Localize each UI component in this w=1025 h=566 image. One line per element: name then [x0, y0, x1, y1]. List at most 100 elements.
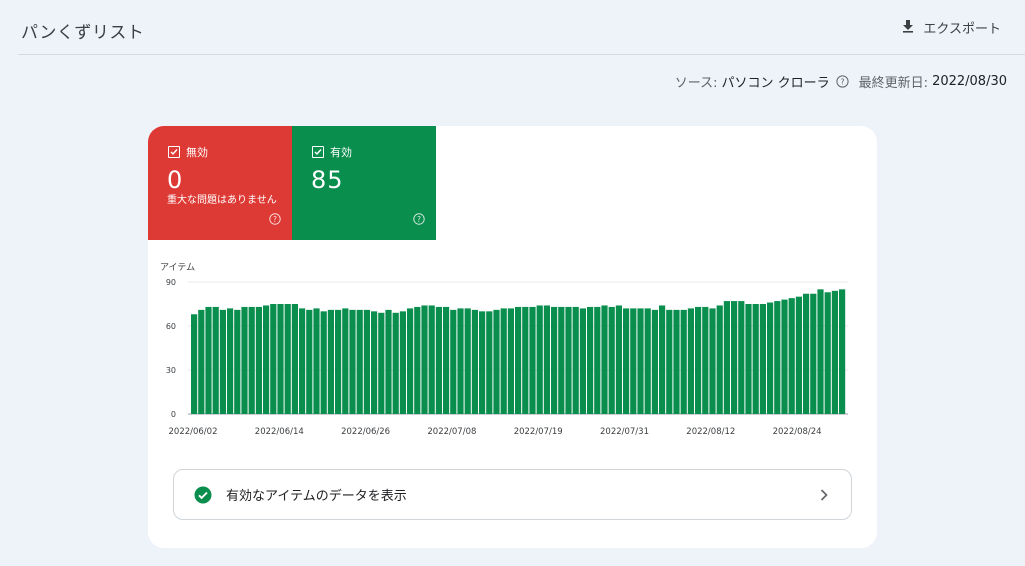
valid-tile[interactable]: 有効 85 ? — [292, 126, 436, 240]
bar[interactable] — [738, 301, 745, 414]
bar[interactable] — [572, 306, 579, 414]
bar[interactable] — [709, 308, 716, 414]
bar[interactable] — [284, 304, 291, 414]
bar[interactable] — [450, 309, 457, 414]
bar[interactable] — [198, 309, 205, 414]
bar[interactable] — [795, 296, 802, 414]
bar[interactable] — [695, 306, 702, 414]
bar[interactable] — [342, 308, 349, 414]
bar[interactable] — [291, 304, 298, 414]
bar[interactable] — [320, 311, 327, 414]
bar[interactable] — [471, 309, 478, 414]
bar[interactable] — [666, 309, 673, 414]
checkbox-icon[interactable] — [168, 146, 180, 158]
bar[interactable] — [371, 311, 378, 414]
help-icon[interactable]: ? — [413, 210, 425, 229]
view-valid-items-link[interactable]: 有効なアイテムのデータを表示 — [173, 469, 852, 520]
bar[interactable] — [234, 309, 241, 414]
bar[interactable] — [205, 306, 212, 414]
bar[interactable] — [392, 312, 399, 414]
bar[interactable] — [824, 292, 831, 414]
bar[interactable] — [831, 290, 838, 414]
bar[interactable] — [839, 289, 846, 414]
bar[interactable] — [529, 306, 536, 414]
bar[interactable] — [752, 304, 759, 414]
bar[interactable] — [623, 308, 630, 414]
bar[interactable] — [435, 306, 442, 414]
bar[interactable] — [277, 304, 284, 414]
bar[interactable] — [399, 311, 406, 414]
bar[interactable] — [414, 306, 421, 414]
bar[interactable] — [565, 306, 572, 414]
bar[interactable] — [515, 306, 522, 414]
bar[interactable] — [356, 309, 363, 414]
bar[interactable] — [227, 308, 234, 414]
bar[interactable] — [731, 301, 738, 414]
bar[interactable] — [335, 309, 342, 414]
bar[interactable] — [536, 305, 543, 414]
bar[interactable] — [219, 309, 226, 414]
bar[interactable] — [803, 293, 810, 414]
bar[interactable] — [673, 309, 680, 414]
bar[interactable] — [659, 305, 666, 414]
bar[interactable] — [443, 306, 450, 414]
bar[interactable] — [191, 314, 198, 414]
bar[interactable] — [745, 304, 752, 414]
bar[interactable] — [788, 298, 795, 414]
bar[interactable] — [774, 301, 781, 414]
bar[interactable] — [551, 306, 558, 414]
bar[interactable] — [313, 308, 320, 414]
bar[interactable] — [723, 301, 730, 414]
bar[interactable] — [327, 309, 334, 414]
bar[interactable] — [558, 306, 565, 414]
bar[interactable] — [248, 306, 255, 414]
bar[interactable] — [767, 302, 774, 414]
bar[interactable] — [810, 293, 817, 414]
bar[interactable] — [493, 309, 500, 414]
invalid-tile[interactable]: 無効 0 重大な問題はありません ? — [148, 126, 292, 240]
bar[interactable] — [716, 305, 723, 414]
bar[interactable] — [687, 308, 694, 414]
bar[interactable] — [500, 308, 507, 414]
bar[interactable] — [479, 311, 486, 414]
export-button[interactable]: エクスポート — [901, 18, 1001, 37]
bar[interactable] — [464, 308, 471, 414]
bar[interactable] — [349, 309, 356, 414]
bar[interactable] — [543, 305, 550, 414]
bar[interactable] — [212, 306, 219, 414]
bar[interactable] — [486, 311, 493, 414]
bar[interactable] — [241, 306, 248, 414]
bar[interactable] — [615, 305, 622, 414]
bar[interactable] — [428, 305, 435, 414]
bar[interactable] — [637, 308, 644, 414]
bar[interactable] — [255, 306, 262, 414]
checkbox-icon[interactable] — [312, 146, 324, 158]
bar[interactable] — [306, 309, 313, 414]
bar[interactable] — [385, 309, 392, 414]
bar[interactable] — [702, 306, 709, 414]
bar[interactable] — [817, 289, 824, 414]
bar[interactable] — [507, 308, 514, 414]
bar[interactable] — [421, 305, 428, 414]
bar[interactable] — [594, 306, 601, 414]
bar[interactable] — [644, 308, 651, 414]
bar[interactable] — [270, 304, 277, 414]
bar[interactable] — [601, 305, 608, 414]
bar[interactable] — [457, 308, 464, 414]
bar[interactable] — [407, 308, 414, 414]
bar[interactable] — [363, 309, 370, 414]
bar[interactable] — [759, 304, 766, 414]
bar[interactable] — [608, 306, 615, 414]
bar[interactable] — [781, 299, 788, 414]
bar[interactable] — [263, 305, 270, 414]
bar[interactable] — [579, 308, 586, 414]
bar[interactable] — [522, 306, 529, 414]
help-icon[interactable]: ? — [269, 210, 281, 229]
bar[interactable] — [651, 309, 658, 414]
help-icon[interactable]: ? — [836, 75, 849, 88]
bar[interactable] — [587, 306, 594, 414]
bar[interactable] — [680, 309, 687, 414]
bar[interactable] — [630, 308, 637, 414]
bar[interactable] — [378, 312, 385, 414]
bar[interactable] — [299, 308, 306, 414]
